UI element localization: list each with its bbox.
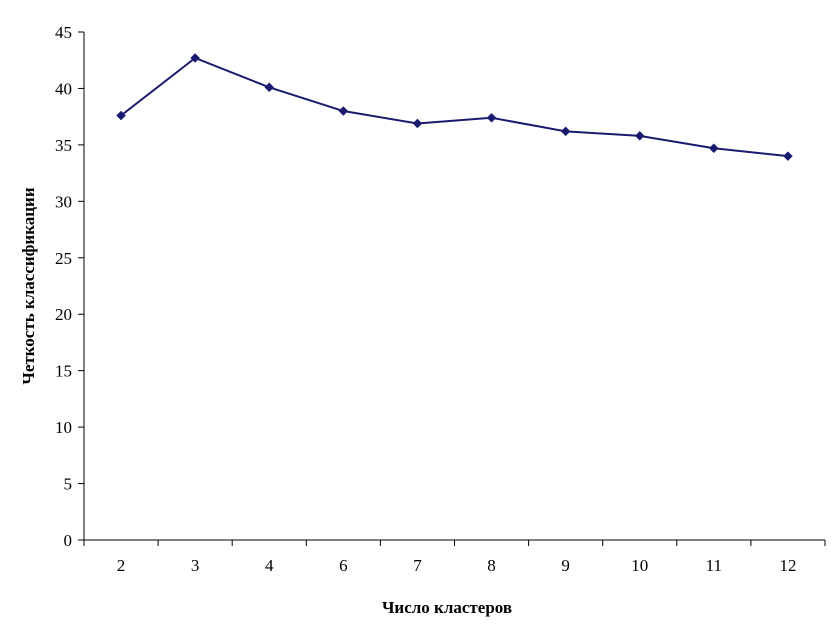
series-group — [116, 53, 793, 162]
y-tick-label: 40 — [55, 79, 72, 98]
x-tick-label: 12 — [779, 556, 796, 575]
data-point-marker — [190, 53, 201, 63]
data-point-marker — [783, 151, 793, 162]
y-tick-label: 30 — [55, 192, 72, 211]
data-point-marker — [116, 110, 126, 121]
x-tick-label: 9 — [561, 556, 570, 575]
data-point-marker — [560, 126, 571, 137]
x-tick-label: 7 — [413, 556, 422, 575]
data-point-marker — [412, 118, 423, 129]
y-axis: 0 5 10 15 20 25 30 35 40 45 — [55, 23, 85, 550]
y-tick-label: 25 — [55, 249, 72, 268]
x-axis: 2 3 4 6 7 8 9 10 11 12 — [83, 539, 826, 575]
x-axis-title: Число кластеров — [382, 598, 512, 617]
x-tick-label: 10 — [631, 556, 648, 575]
series-line — [120, 56, 789, 158]
y-tick-label: 15 — [55, 362, 72, 381]
data-point-marker — [338, 106, 349, 116]
x-tick-label: 6 — [339, 556, 348, 575]
data-point-marker — [708, 143, 719, 154]
x-tick-label: 8 — [487, 556, 496, 575]
y-tick-label: 10 — [55, 418, 72, 437]
y-axis-title: Четкость классификации — [19, 187, 38, 384]
data-point-marker — [486, 112, 497, 123]
y-tick-label: 35 — [55, 136, 72, 155]
y-tick-label: 45 — [55, 23, 72, 42]
x-tick-label: 3 — [191, 556, 200, 575]
x-tick-label: 4 — [265, 556, 274, 575]
data-point-marker — [634, 131, 645, 141]
y-tick-label: 0 — [64, 531, 73, 550]
data-point-marker — [264, 82, 275, 93]
x-tick-label: 11 — [706, 556, 722, 575]
y-tick-label: 20 — [55, 305, 72, 324]
x-tick-label: 2 — [117, 556, 126, 575]
y-tick-label: 5 — [64, 475, 73, 494]
